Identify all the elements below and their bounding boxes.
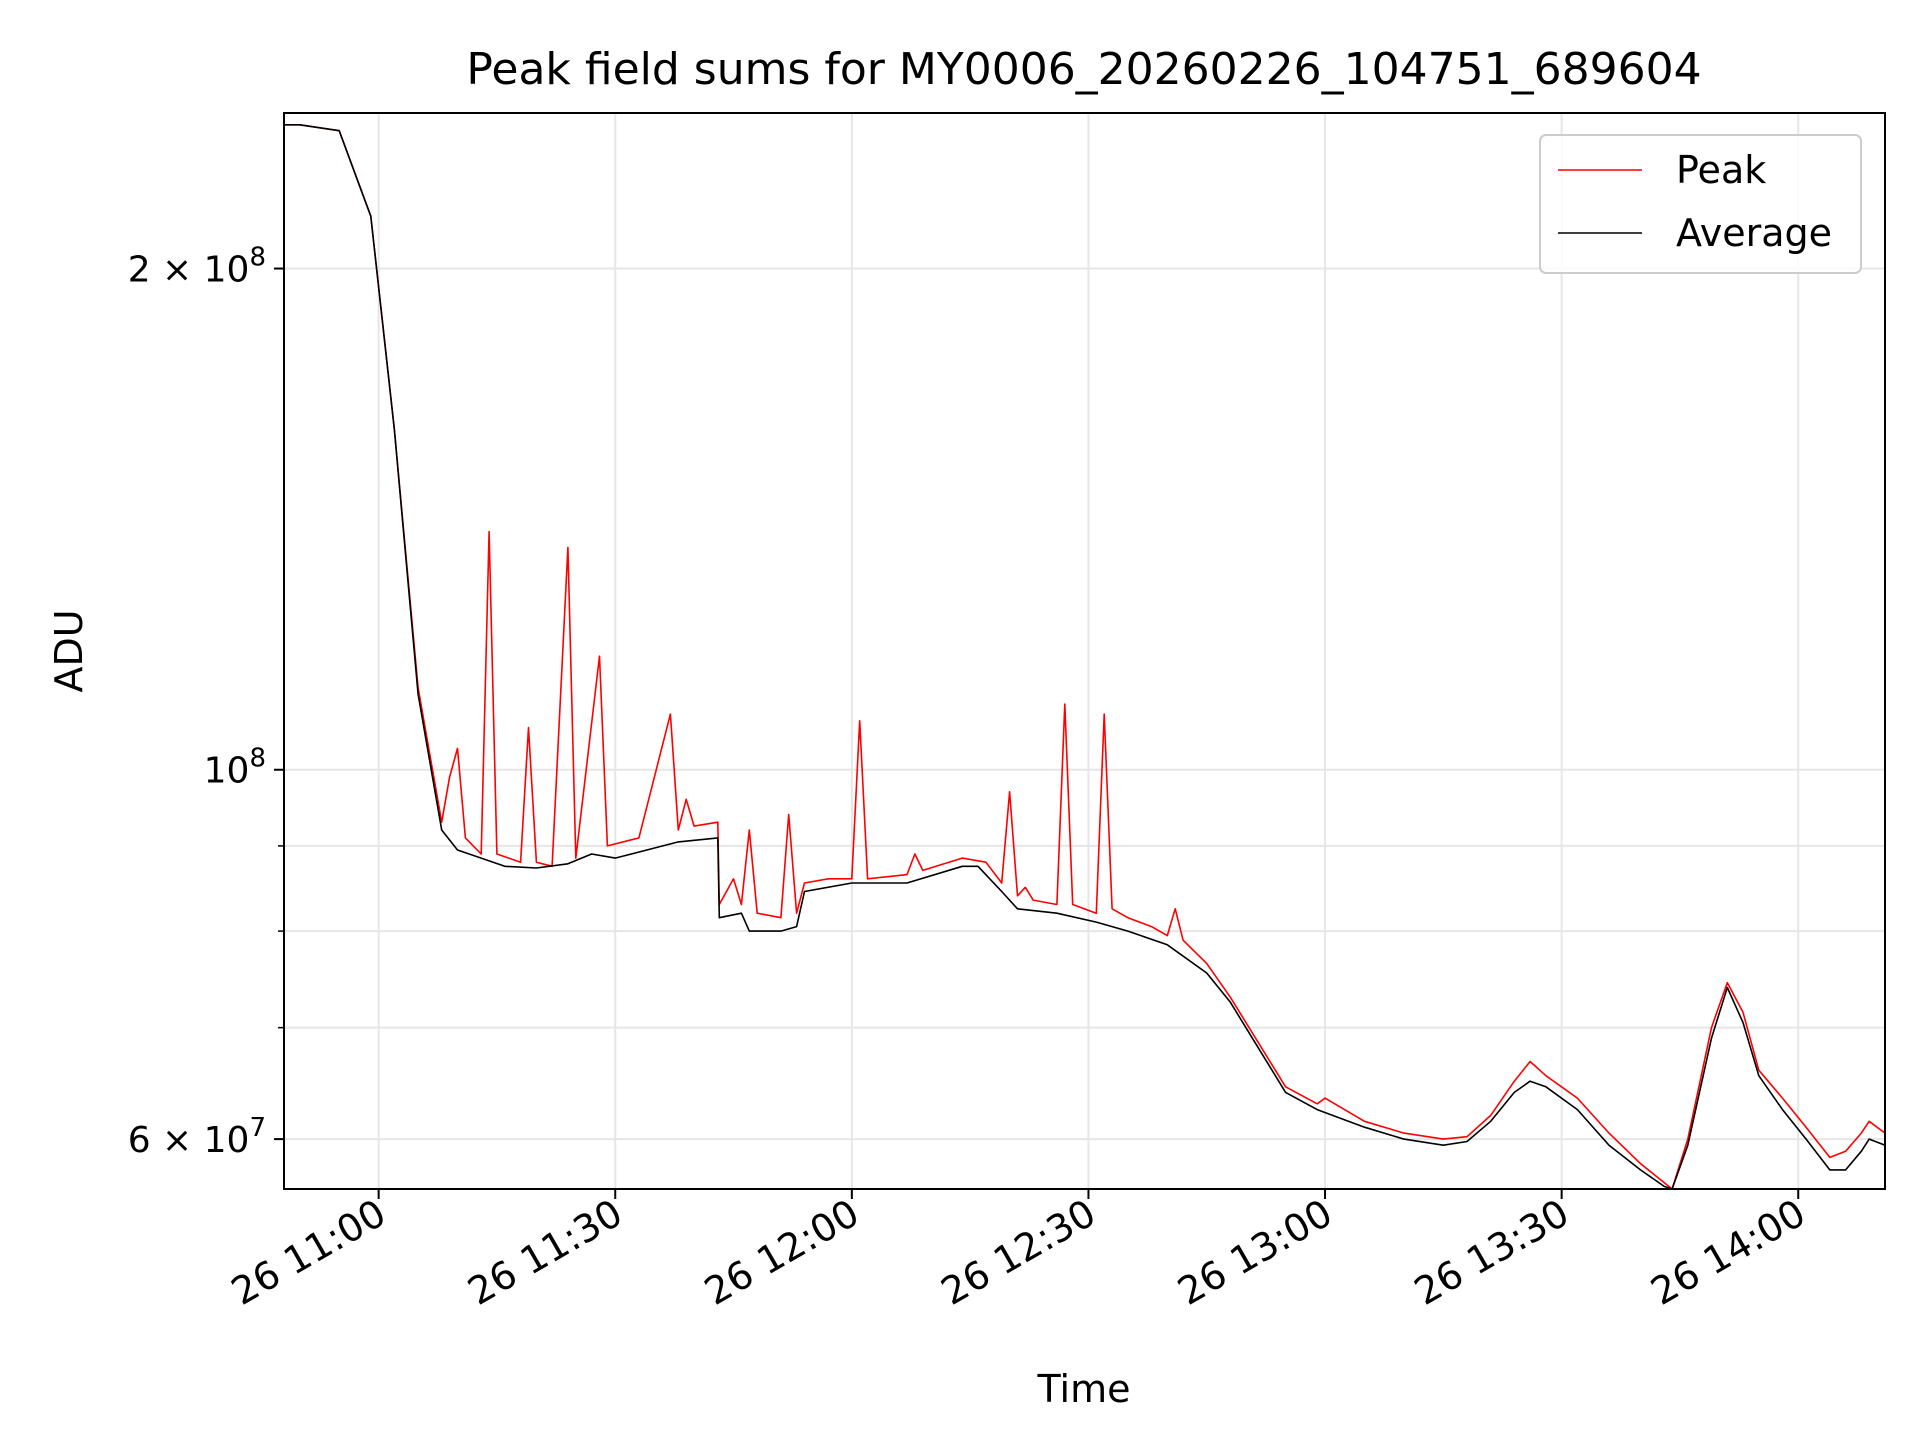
y-tick-label-exponent: 8 — [249, 243, 266, 273]
x-tick-label: 26 14:00 — [1644, 1191, 1813, 1314]
axes-frame — [283, 112, 1886, 1190]
y-tick-label: 108 — [204, 744, 266, 792]
y-tick-label-exponent: 8 — [249, 744, 266, 774]
series-line-average — [283, 124, 1886, 1190]
x-tick-label: 26 11:00 — [224, 1191, 393, 1314]
legend-label-peak: Peak — [1676, 148, 1766, 192]
x-tick-label: 26 11:30 — [461, 1191, 630, 1314]
chart-title: Peak field sums for MY0006_20260226_1047… — [466, 44, 1701, 95]
y-tick-label: 6 × 107 — [128, 1113, 266, 1161]
y-tick-label: 2 × 108 — [128, 243, 266, 291]
series-lines — [283, 124, 1886, 1190]
grid-lines — [284, 113, 1885, 1189]
x-tick-label: 26 12:00 — [697, 1191, 866, 1314]
y-tick-label-base: 2 × 10 — [128, 250, 250, 291]
x-tick-label: 26 13:30 — [1407, 1191, 1576, 1314]
x-tick-label: 26 12:30 — [934, 1191, 1103, 1314]
y-tick-label-base: 10 — [204, 751, 250, 792]
x-tick-label: 26 13:00 — [1170, 1191, 1339, 1314]
series-line-peak — [283, 124, 1886, 1190]
legend-label-average: Average — [1676, 211, 1832, 255]
y-axis-label: ADU — [47, 609, 91, 692]
axis-ticks: 26 11:00 26 11:30 26 12:00 26 12:30 26 13:00… — [128, 243, 1813, 1314]
y-tick-label-base: 6 × 10 — [128, 1120, 250, 1161]
x-axis-label: Time — [1037, 1367, 1131, 1411]
y-tick-label-exponent: 7 — [249, 1113, 266, 1143]
legend: Peak Average — [1539, 134, 1862, 274]
